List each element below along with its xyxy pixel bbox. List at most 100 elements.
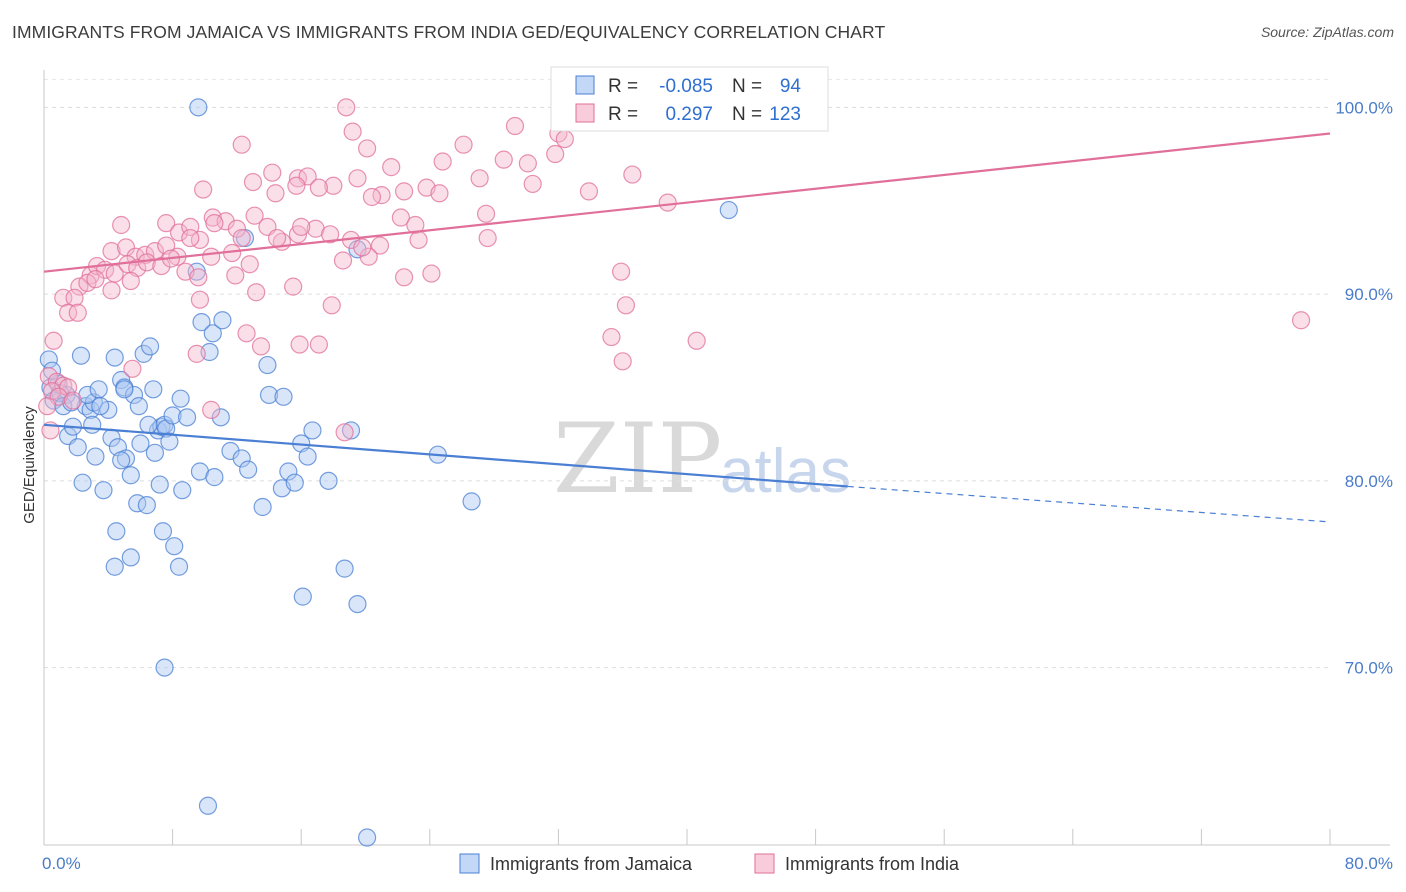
point-india	[309, 178, 328, 197]
point-jamaica	[68, 438, 87, 457]
point-india	[169, 223, 189, 242]
point-india	[546, 144, 565, 164]
point-india	[337, 98, 356, 117]
watermark-zip: ZIP	[553, 403, 722, 515]
point-jamaica	[293, 587, 312, 606]
legend-stats: R = -0.085 N = 94 R = 0.297 N = 123	[550, 66, 829, 132]
point-jamaica	[144, 380, 163, 399]
grid-lines	[44, 78, 1330, 669]
point-jamaica	[165, 537, 184, 556]
point-india	[38, 397, 57, 416]
point-jamaica	[303, 421, 322, 440]
point-india	[433, 152, 452, 171]
point-jamaica	[163, 406, 182, 425]
point-jamaica	[189, 98, 208, 117]
point-india	[245, 206, 264, 225]
trend-line-jamaica-extension	[847, 485, 1331, 523]
series-india-points	[38, 98, 1311, 442]
point-india	[616, 296, 636, 315]
point-india	[290, 335, 309, 354]
point-india	[430, 184, 449, 203]
point-india	[205, 214, 224, 233]
legend-r-label-india: R =	[608, 104, 638, 125]
point-jamaica	[86, 447, 105, 466]
point-india	[181, 228, 200, 248]
point-india	[86, 270, 105, 289]
legend-item-jamaica: Immigrants from Jamaica	[490, 854, 693, 874]
point-india	[121, 271, 140, 291]
point-india	[202, 400, 221, 419]
watermark: ZIP atlas	[553, 403, 851, 515]
point-india	[194, 180, 213, 199]
point-india	[478, 228, 497, 248]
point-jamaica	[177, 408, 197, 427]
point-india	[454, 135, 473, 154]
y-tick-label: 80.0%	[1345, 472, 1393, 491]
legend-swatch-india	[575, 103, 595, 123]
point-jamaica	[205, 468, 224, 487]
point-india	[409, 230, 428, 250]
point-india	[358, 139, 377, 158]
point-jamaica	[91, 397, 110, 416]
point-jamaica	[121, 466, 140, 485]
point-jamaica	[211, 408, 230, 427]
point-jamaica	[73, 473, 92, 492]
point-india	[658, 193, 677, 212]
point-india	[309, 335, 328, 354]
point-jamaica	[213, 311, 232, 330]
point-india	[267, 228, 287, 248]
point-india	[187, 344, 206, 363]
point-jamaica	[239, 460, 258, 479]
point-jamaica	[105, 348, 124, 367]
point-india	[189, 268, 208, 287]
point-india	[623, 165, 642, 184]
point-jamaica	[121, 548, 140, 567]
legend-stats-box	[550, 66, 829, 132]
point-jamaica	[274, 387, 293, 406]
point-india	[68, 303, 87, 322]
point-jamaica	[171, 389, 190, 408]
point-india	[391, 208, 410, 227]
trend-line-india	[43, 132, 1331, 273]
point-india	[523, 174, 542, 194]
point-jamaica	[131, 434, 150, 453]
point-jamaica	[232, 449, 251, 468]
point-india	[243, 172, 263, 192]
point-india	[602, 327, 621, 347]
point-india	[263, 163, 282, 182]
point-india	[494, 150, 513, 169]
watermark-atlas: atlas	[720, 437, 851, 506]
point-india	[324, 176, 343, 195]
x-tick-label-max: 80.0%	[1345, 854, 1393, 873]
point-jamaica	[155, 658, 174, 677]
point-india	[343, 122, 362, 141]
point-jamaica	[341, 421, 361, 440]
point-jamaica	[134, 344, 153, 363]
point-jamaica	[335, 559, 354, 578]
y-tick-label: 70.0%	[1345, 659, 1393, 678]
point-india	[102, 242, 121, 261]
point-india	[362, 187, 382, 207]
point-jamaica	[124, 385, 144, 405]
point-india	[123, 359, 142, 378]
point-india	[348, 169, 367, 188]
point-india	[240, 255, 259, 274]
legend-n-label-india: N =	[732, 104, 762, 125]
point-india	[190, 290, 210, 309]
trend-line-jamaica	[43, 423, 848, 488]
point-jamaica	[285, 473, 304, 492]
point-india	[237, 324, 256, 343]
point-india	[63, 391, 83, 410]
point-jamaica	[112, 451, 131, 470]
point-jamaica	[83, 415, 102, 434]
point-jamaica	[253, 497, 272, 517]
point-jamaica	[94, 481, 113, 500]
legend-item-india: Immigrants from India	[785, 854, 960, 874]
legend-r-value-jamaica: -0.085	[659, 76, 713, 97]
y-tick-label: 100.0%	[1335, 98, 1393, 117]
point-india	[321, 225, 340, 244]
point-india	[1291, 311, 1311, 330]
legend-swatch-india-bottom	[754, 853, 775, 874]
axes	[43, 70, 1390, 846]
point-jamaica	[145, 443, 165, 462]
